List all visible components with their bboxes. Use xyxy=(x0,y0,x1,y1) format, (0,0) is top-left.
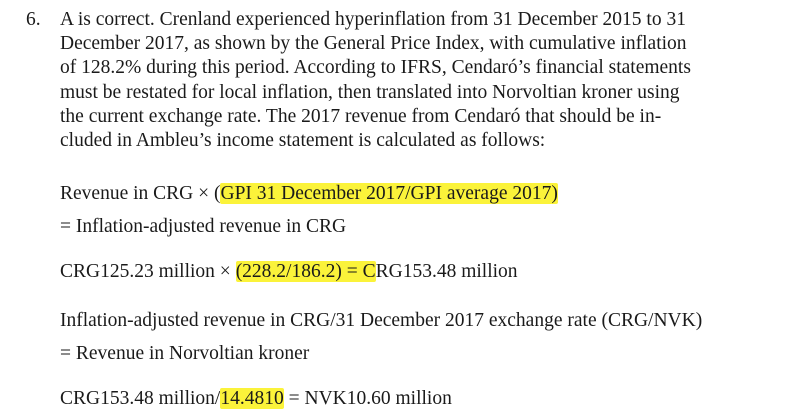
calc-text: RG153.48 million xyxy=(375,261,518,282)
formula-revenue-restatement: Revenue in CRG × (GPI 31 December 2017/G… xyxy=(60,182,558,206)
paragraph-line: of 128.2% during this period. According … xyxy=(60,57,691,79)
paragraph-line: A is correct. Crenland experienced hyper… xyxy=(60,9,686,30)
paragraph-line: cluded in Ambleu’s income statement is c… xyxy=(60,130,546,152)
formula-text: Revenue in CRG × ( xyxy=(60,183,221,204)
calculation-translation: CRG153.48 million/14.4810 = NVK10.60 mil… xyxy=(60,387,452,411)
item-number: 6. xyxy=(26,9,41,30)
calculation-inflation-adjusted: CRG125.23 million × (228.2/186.2) = CRG1… xyxy=(60,260,518,284)
paragraph-line: December 2017, as shown by the General P… xyxy=(60,33,687,55)
answer-paragraph: A is correct. Crenland experienced hyper… xyxy=(60,8,760,153)
paragraph-line: must be restated for local inflation, th… xyxy=(60,81,680,103)
calc-text: = NVK10.60 million xyxy=(283,388,452,409)
highlighted-gpi-ratio: GPI 31 December 2017/GPI average 2017) xyxy=(220,183,558,204)
formula-translation: Inflation-adjusted revenue in CRG/31 Dec… xyxy=(60,310,703,331)
calc-text: CRG153.48 million/ xyxy=(60,388,221,409)
formula-result-line: = Inflation-adjusted revenue in CRG xyxy=(60,216,347,237)
highlighted-index-ratio: (228.2/186.2) = C xyxy=(235,261,376,282)
calc-text: CRG125.23 million × xyxy=(60,261,236,282)
paragraph-line: the current exchange rate. The 2017 reve… xyxy=(60,105,662,127)
highlighted-exchange-rate: 14.4810 xyxy=(220,388,284,409)
formula-translation-result: = Revenue in Norvoltian kroner xyxy=(60,343,310,364)
